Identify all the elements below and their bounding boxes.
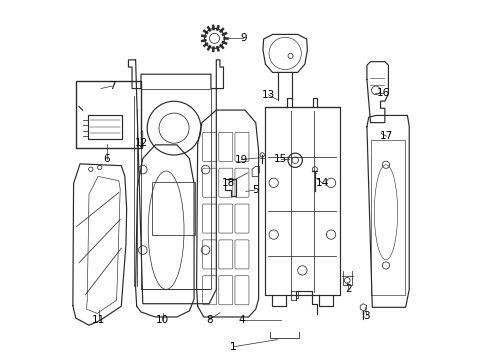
Bar bbox=[152, 182, 195, 235]
Text: 11: 11 bbox=[92, 315, 105, 325]
Text: 5: 5 bbox=[252, 185, 258, 195]
Text: 12: 12 bbox=[134, 139, 147, 148]
Text: 9: 9 bbox=[240, 33, 246, 43]
Text: 14: 14 bbox=[316, 178, 329, 188]
Text: 1: 1 bbox=[230, 342, 237, 352]
Text: 3: 3 bbox=[364, 311, 370, 320]
Text: 15: 15 bbox=[274, 154, 288, 164]
Text: 1: 1 bbox=[230, 342, 237, 352]
Text: 7: 7 bbox=[109, 81, 116, 91]
Text: 19: 19 bbox=[235, 154, 248, 165]
Text: 17: 17 bbox=[380, 131, 393, 141]
Text: 4: 4 bbox=[238, 315, 245, 325]
Text: 2: 2 bbox=[345, 284, 352, 294]
Text: 6: 6 bbox=[103, 154, 110, 164]
Text: 8: 8 bbox=[206, 315, 213, 325]
Bar bbox=[76, 81, 141, 148]
Text: 18: 18 bbox=[222, 178, 236, 188]
Text: 13: 13 bbox=[262, 90, 275, 100]
Text: 16: 16 bbox=[376, 88, 390, 98]
Text: 10: 10 bbox=[156, 315, 169, 325]
